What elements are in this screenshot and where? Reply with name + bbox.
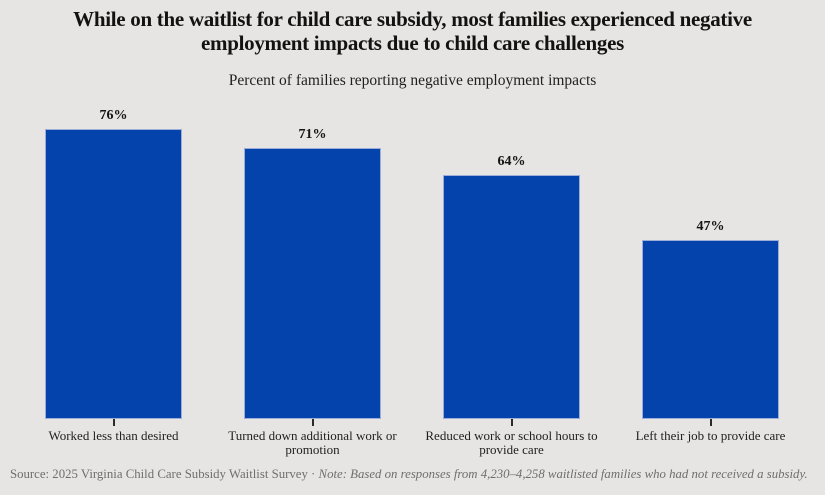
chart-title: While on the waitlist for child care sub… xyxy=(73,7,752,55)
bar-chart: 76% Worked less than desired 71% Turned dow… xyxy=(14,100,810,458)
bar-column: 64% Reduced work or school hours to provi… xyxy=(412,100,611,458)
bar xyxy=(244,148,381,419)
bar-column: 47% Left their job to provide care xyxy=(611,100,810,458)
bar xyxy=(443,175,580,419)
bar-value-label: 76% xyxy=(99,108,128,123)
note-text: Note: Based on responses from 4,230–4,25… xyxy=(318,467,808,481)
source-note-line: Source: 2025 Virginia Child Care Subsidy… xyxy=(10,467,820,482)
category-label: Left their job to provide care xyxy=(635,428,786,443)
axis-tick xyxy=(112,419,115,426)
bar xyxy=(45,129,182,419)
bar-area: 47% xyxy=(642,100,779,419)
source-text: Source: 2025 Virginia Child Care Subsidy… xyxy=(10,467,308,481)
source-note-separator: · xyxy=(307,467,319,481)
bar-column: 76% Worked less than desired xyxy=(14,100,213,458)
bar-area: 64% xyxy=(443,100,580,419)
category-label: Worked less than desired xyxy=(48,428,179,443)
axis-tick xyxy=(311,419,314,426)
bar-value-label: 47% xyxy=(696,219,725,234)
bar-value-label: 71% xyxy=(298,127,327,142)
bar-value-label: 64% xyxy=(497,154,526,169)
chart-subtitle: Percent of families reporting negative e… xyxy=(228,72,597,89)
axis-tick xyxy=(510,419,513,426)
bar-area: 71% xyxy=(244,100,381,419)
bar-column: 71% Turned down additional work or promot… xyxy=(213,100,412,458)
category-label: Reduced work or school hours to provide … xyxy=(425,428,598,458)
axis-tick xyxy=(709,419,712,426)
bar-area: 76% xyxy=(45,100,182,419)
bar xyxy=(642,240,779,419)
category-label: Turned down additional work or promotion xyxy=(228,428,397,458)
